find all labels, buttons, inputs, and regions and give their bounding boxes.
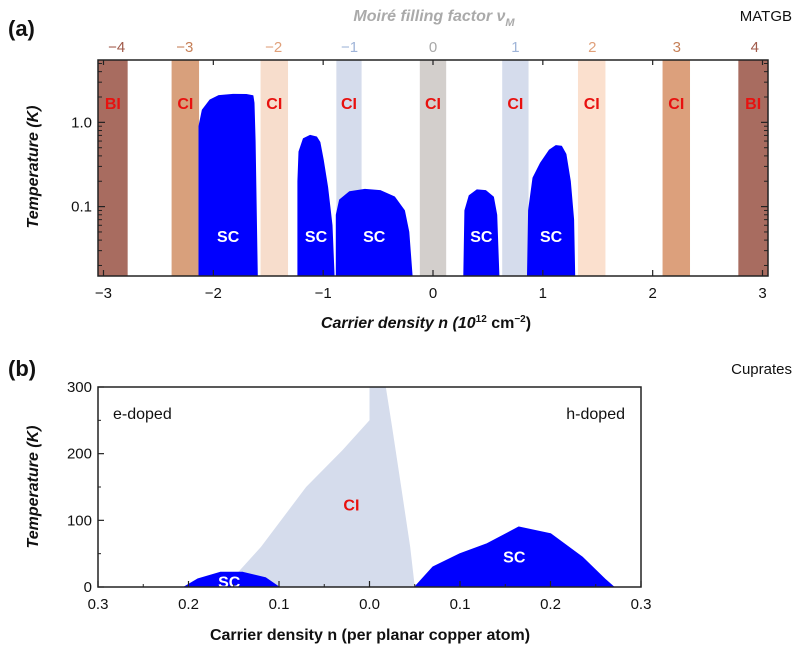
band-7 (662, 60, 691, 276)
sc-label-2: SC (363, 229, 386, 246)
sc-label-b-1: SC (503, 549, 526, 566)
band-1 (171, 60, 200, 276)
corner-label-matgb: MATGB (740, 8, 792, 25)
filling-tick-label-5: 1 (511, 39, 519, 56)
band-2 (260, 60, 289, 276)
filling-tick-label-3: −1 (341, 39, 358, 56)
x-tick-label-a-1: −2 (205, 285, 222, 302)
sc-label-1: SC (305, 229, 328, 246)
panel-b-label: (b) (8, 356, 36, 381)
x-axis-label-b: Carrier density n (per planar copper ato… (210, 627, 530, 644)
top-axis-ticks: −4 −3 −2 −1 0 1 2 3 4 (108, 39, 759, 56)
corner-label-cuprates: Cuprates (731, 361, 792, 378)
y-tick-label-a-1: 1.0 (71, 114, 92, 131)
dome-labels: SC SC SC SC SC (217, 229, 563, 246)
band-label-7: CI (668, 96, 684, 113)
filling-tick-label-1: −3 (176, 39, 193, 56)
x-tick-label-a-0: −3 (95, 285, 112, 302)
sc-label-4: SC (540, 229, 563, 246)
top-axis-title: Moiré filling factor νM (353, 8, 515, 29)
insulator-bands (98, 60, 768, 276)
e-doped-label: e-doped (113, 406, 172, 423)
filling-tick-label-2: −2 (265, 39, 282, 56)
x-axis-label-a: Carrier density n (1012 cm−2) (321, 314, 531, 332)
band-4 (419, 60, 447, 276)
sc-dome-4 (527, 145, 576, 277)
y-axis-label-b: Temperature (K) (25, 426, 42, 549)
band-5 (502, 60, 529, 276)
x-tick-label-a-2: −1 (315, 285, 332, 302)
region-labels-b: CI SC SC (218, 497, 526, 591)
x-axis-ticks-b: 0.3 0.2 0.1 0.0 0.1 0.2 0.3 (88, 581, 652, 613)
x-tick-label-b-2: 0.1 (269, 596, 290, 613)
panel-a-label: (a) (8, 16, 35, 41)
band-label-1: CI (177, 96, 193, 113)
sc-dome-1 (297, 134, 335, 277)
y-tick-label-b-2: 200 (67, 446, 92, 463)
sc-label-3: SC (470, 229, 493, 246)
sc-dome-0 (198, 93, 258, 277)
x-tick-label-a-3: 0 (429, 285, 437, 302)
x-tick-label-a-5: 2 (649, 285, 657, 302)
band-label-5: CI (507, 96, 523, 113)
x-tick-label-b-3: 0.0 (359, 596, 380, 613)
y-tick-label-b-1: 100 (67, 512, 92, 529)
y-tick-label-b-0: 0 (84, 579, 92, 596)
x-tick-label-b-6: 0.3 (631, 596, 652, 613)
superconducting-domes (198, 93, 576, 277)
band-label-2: CI (266, 96, 282, 113)
y-axis-ticks-b: 0 100 200 300 (67, 379, 104, 596)
filling-tick-label-4: 0 (429, 39, 437, 56)
band-0 (98, 60, 128, 276)
x-tick-label-b-1: 0.2 (178, 596, 199, 613)
filling-tick-label-0: −4 (108, 39, 125, 56)
x-axis-ticks-a: −3 −2 −1 0 1 2 3 (95, 60, 767, 302)
sc-dome-b-1 (414, 526, 615, 588)
sc-label-0: SC (217, 229, 240, 246)
h-doped-label: h-doped (566, 406, 625, 423)
filling-tick-label-6: 2 (588, 39, 596, 56)
y-axis-label-a: Temperature (K) (25, 106, 42, 229)
x-tick-label-b-0: 0.3 (88, 596, 109, 613)
y-tick-label-b-3: 300 (67, 379, 92, 396)
ci-region (224, 387, 415, 587)
sc-dome-3 (463, 189, 500, 277)
ci-region-shape (224, 387, 415, 587)
sc-dome-2 (335, 188, 413, 277)
x-tick-label-b-4: 0.1 (450, 596, 471, 613)
panel-a: (a) Moiré filling factor νM MATGB BI CI CI… (8, 8, 792, 332)
band-8 (738, 60, 768, 276)
y-tick-label-a-0: 0.1 (71, 199, 92, 216)
band-label-3: CI (341, 96, 357, 113)
band-label-0: BI (105, 96, 121, 113)
band-labels: BI CI CI CI CI CI CI CI BI (105, 96, 761, 113)
band-label-4: CI (425, 96, 441, 113)
band-6 (577, 60, 606, 276)
filling-tick-label-8: 4 (751, 39, 759, 56)
x-tick-label-a-4: 1 (539, 285, 547, 302)
x-tick-label-a-6: 3 (758, 285, 766, 302)
ci-label-b: CI (343, 497, 359, 514)
sc-label-b-0: SC (218, 575, 241, 592)
band-label-8: BI (745, 96, 761, 113)
band-label-6: CI (584, 96, 600, 113)
x-tick-label-b-5: 0.2 (540, 596, 561, 613)
y-axis-ticks-a: 0.1 1.0 (71, 62, 768, 266)
filling-tick-label-7: 3 (673, 39, 681, 56)
